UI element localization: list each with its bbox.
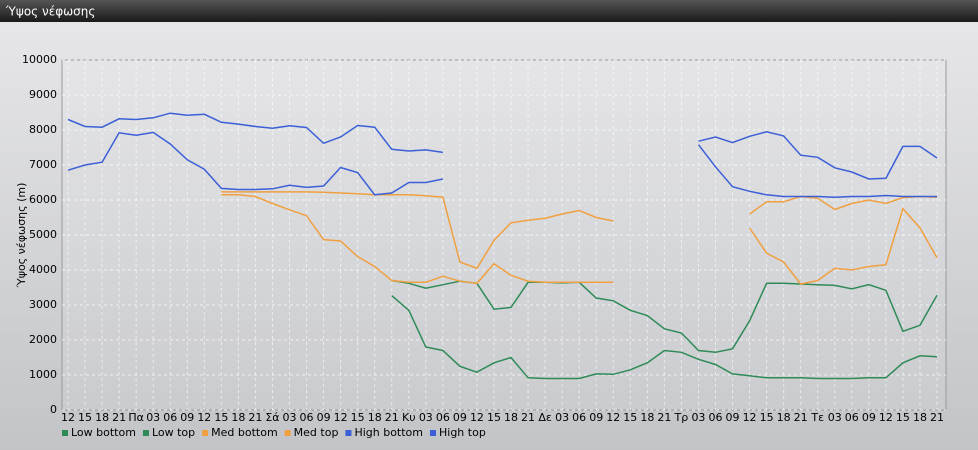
x-tick-label: 12	[334, 411, 348, 424]
x-tick-label: 12	[197, 411, 211, 424]
x-tick-label: 12	[61, 411, 75, 424]
legend-label: Med bottom	[211, 426, 278, 439]
x-tick-label: 15	[214, 411, 228, 424]
x-tick-label: 21	[385, 411, 399, 424]
x-tick-label: 09	[862, 411, 876, 424]
x-tick-label: 03	[419, 411, 433, 424]
x-tick-label: 09	[453, 411, 467, 424]
x-tick-label: 18	[913, 411, 927, 424]
x-tick-label: 03	[691, 411, 705, 424]
legend-label: Low bottom	[71, 426, 136, 439]
x-tick-label: 21	[657, 411, 671, 424]
x-tick-label: 18	[777, 411, 791, 424]
x-tick-label: 09	[317, 411, 331, 424]
x-tick-label: 18	[368, 411, 382, 424]
x-tick-label: 18	[640, 411, 654, 424]
x-tick-label: Δε	[538, 411, 552, 424]
legend-swatch	[345, 430, 352, 436]
x-tick-label: 18	[231, 411, 245, 424]
x-tick-label: 12	[606, 411, 620, 424]
x-tick-label: 15	[896, 411, 910, 424]
x-tick-label: 09	[180, 411, 194, 424]
x-tick-label: 06	[163, 411, 177, 424]
x-tick-label: 06	[572, 411, 586, 424]
y-tick-label: 3000	[29, 298, 57, 311]
x-tick-label: 12	[743, 411, 757, 424]
legend-swatch	[62, 430, 68, 436]
series-line	[391, 295, 938, 380]
x-tick-label: 15	[760, 411, 774, 424]
x-tick-label: Τρ	[674, 411, 689, 424]
x-tick-label: 12	[470, 411, 484, 424]
x-tick-label: Κυ	[402, 411, 416, 424]
x-tick-label: 15	[78, 411, 92, 424]
x-tick-label: 21	[112, 411, 126, 424]
x-tick-label: 03	[146, 411, 160, 424]
x-tick-label: 15	[351, 411, 365, 424]
x-tick-label: 03	[555, 411, 569, 424]
series-line	[221, 191, 938, 270]
x-tick-label: 09	[726, 411, 740, 424]
y-tick-label: 7000	[29, 158, 57, 171]
x-tick-label: 21	[930, 411, 944, 424]
legend-swatch	[430, 430, 436, 436]
series-line	[67, 131, 937, 198]
x-tick-label: 12	[879, 411, 893, 424]
x-tick-label: 03	[283, 411, 297, 424]
series-line	[391, 279, 938, 354]
x-tick-label: 03	[828, 411, 842, 424]
legend-label: High bottom	[354, 426, 423, 439]
x-tick-label: 21	[794, 411, 808, 424]
y-tick-label: 6000	[29, 193, 57, 206]
x-tick-label: 06	[708, 411, 722, 424]
x-tick-label: 06	[845, 411, 859, 424]
legend-label: Low top	[152, 426, 195, 439]
plot-area	[61, 59, 947, 411]
y-axis-label: Ύψος νέφωσης (m)	[15, 183, 28, 289]
x-tick-label: Σά	[265, 411, 279, 424]
x-tick-label: 21	[521, 411, 535, 424]
y-tick-label: 5000	[29, 228, 57, 241]
x-tick-label: 15	[487, 411, 501, 424]
y-tick-label: 2000	[29, 333, 57, 346]
x-tick-label: 18	[95, 411, 109, 424]
x-tick-label: 09	[589, 411, 603, 424]
x-tick-label: Πα	[128, 411, 144, 424]
legend-swatch	[284, 430, 291, 436]
x-tick-label: 18	[504, 411, 518, 424]
x-tick-label: 06	[300, 411, 314, 424]
y-tick-label: 9000	[29, 88, 57, 101]
x-tick-label: Τε	[810, 411, 824, 424]
x-tick-label: 06	[436, 411, 450, 424]
series-line	[221, 194, 938, 285]
series-line	[67, 112, 938, 180]
x-tick-label: 15	[623, 411, 637, 424]
y-tick-label: 1000	[29, 368, 57, 381]
chart-title: Ύψος νέφωσης	[5, 5, 95, 19]
y-tick-label: 0	[50, 403, 57, 416]
x-tick-label: 21	[248, 411, 262, 424]
legend-swatch	[142, 430, 149, 436]
legend-label: High top	[439, 426, 486, 439]
y-tick-label: 10000	[22, 53, 57, 66]
legend-label: Med top	[294, 426, 339, 439]
title-bar	[0, 0, 978, 22]
legend-swatch	[202, 430, 209, 436]
y-tick-label: 4000	[29, 263, 57, 276]
y-tick-label: 8000	[29, 123, 57, 136]
